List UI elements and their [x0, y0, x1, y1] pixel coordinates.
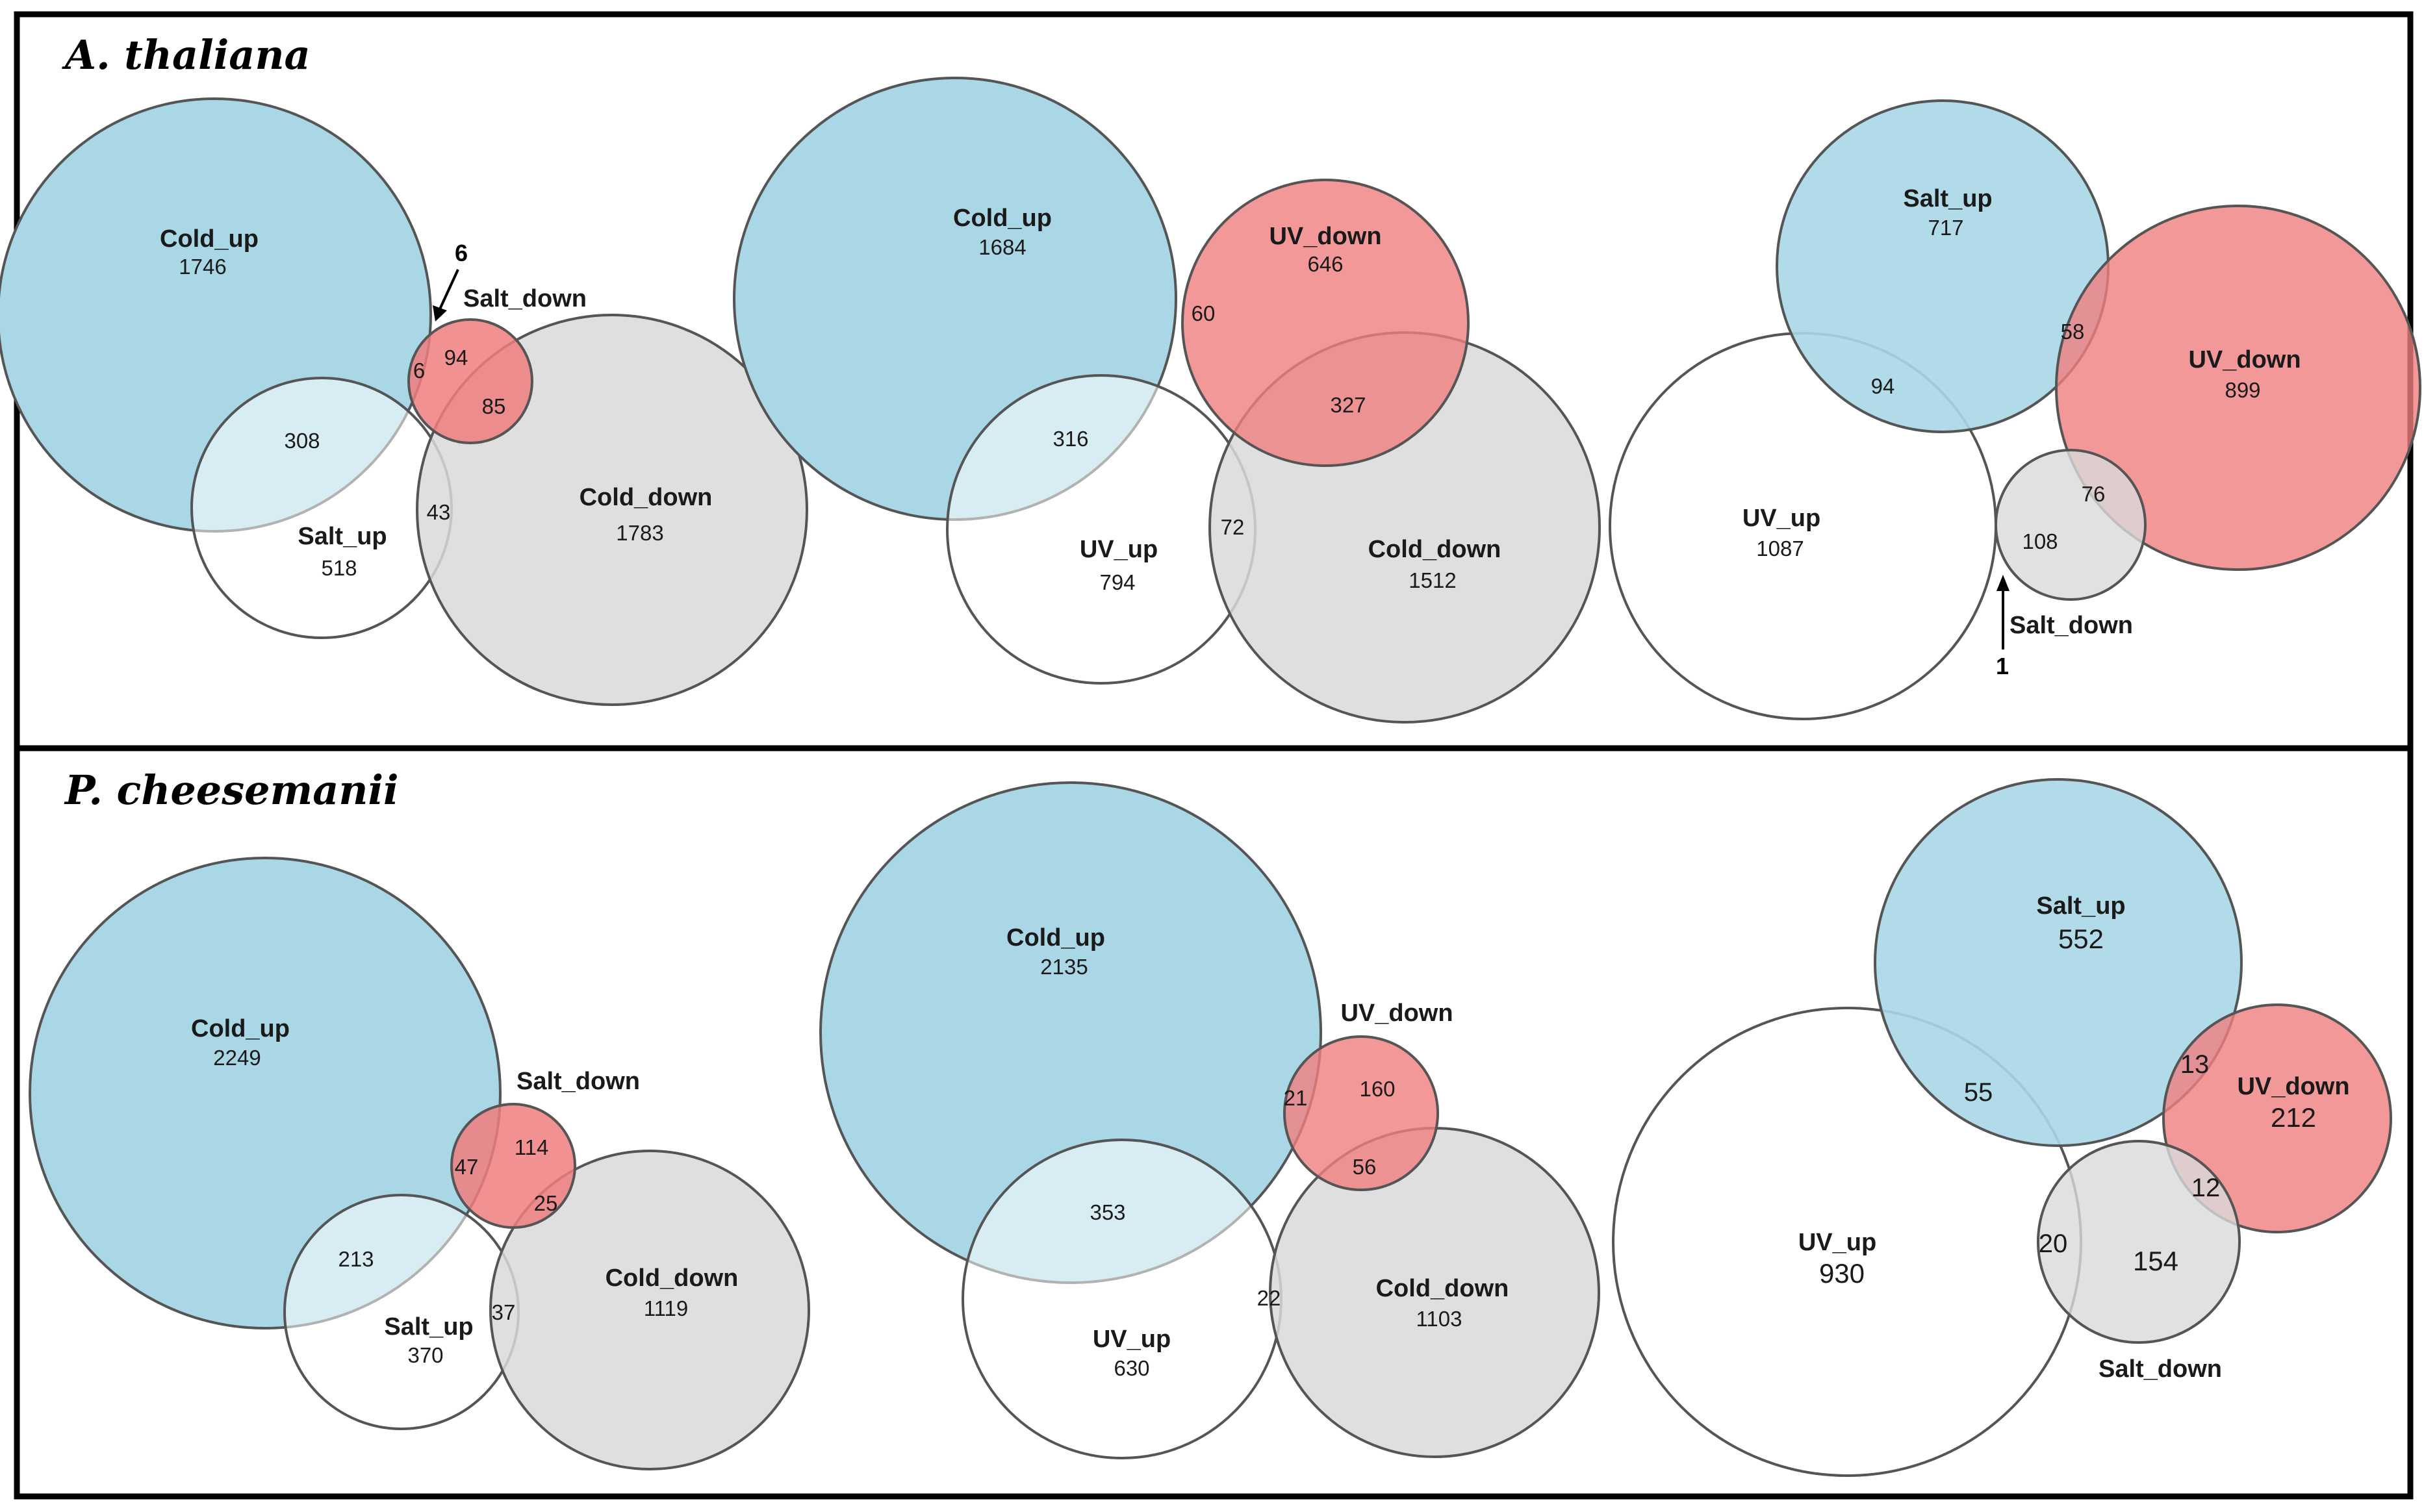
- circle-salt-down: [2037, 1140, 2241, 1344]
- label-uv-down: UV_down: [2188, 346, 2301, 373]
- label-uv-down: UV_down: [2237, 1073, 2349, 1100]
- label-cold-up: Cold_up: [953, 205, 1052, 232]
- overlap-cold-up-salt-up: 308: [284, 429, 320, 453]
- count-uv-up: 630: [1114, 1356, 1149, 1380]
- count-salt-up: 370: [407, 1343, 443, 1367]
- label-salt-down: Salt_down: [463, 285, 587, 312]
- label-salt-down: Salt_down: [517, 1068, 640, 1095]
- overlap-salt-down-cold-down: 85: [482, 394, 506, 418]
- overlap-salt-up-uv-up: 94: [1871, 374, 1895, 398]
- overlap-salt-up-uv-down: 58: [2061, 320, 2085, 344]
- count-salt-down: 94: [444, 346, 468, 370]
- overlap-salt-down-cold-down: 25: [534, 1191, 558, 1215]
- overlap-uv-up-salt-down: 20: [2039, 1229, 2068, 1258]
- venn-a-salt-uv: Salt_up 717 UV_down 899 UV_up 1087 Salt_…: [1609, 99, 2421, 720]
- annotation-arrow: [438, 269, 459, 311]
- venn-b-salt-uv: Salt_up 552 UV_down 212 UV_up 930 Salt_d…: [1612, 778, 2392, 1477]
- count-cold-up: 2249: [213, 1046, 261, 1070]
- species-title-a-thaliana: A. thaliana: [62, 31, 311, 79]
- circle-uv-down: [1181, 179, 1470, 467]
- label-cold-down: Cold_down: [606, 1265, 739, 1292]
- label-salt-up: Salt_up: [298, 523, 387, 550]
- count-salt-down: 154: [2133, 1246, 2178, 1276]
- count-cold-down: 1512: [1409, 568, 1456, 592]
- circle-salt-up: [283, 1194, 520, 1430]
- label-cold-up: Cold_up: [1006, 924, 1105, 951]
- overlap-uv-down-cold-down: 327: [1330, 393, 1366, 417]
- count-salt-down: 114: [515, 1135, 549, 1159]
- annotation-count: 1: [1996, 653, 2009, 679]
- circle-salt-down: [407, 318, 533, 444]
- count-uv-up: 930: [1819, 1258, 1865, 1289]
- label-uv-up: UV_up: [1080, 536, 1158, 563]
- overlap-salt-down-uv-down: 12: [2191, 1174, 2221, 1202]
- label-salt-up: Salt_up: [1903, 185, 1992, 212]
- overlap-cold-up-uv-down: 21: [1284, 1086, 1308, 1110]
- overlap-salt-up-uv-up: 55: [1964, 1078, 1993, 1107]
- count-cold-up: 1684: [978, 235, 1026, 259]
- circle-salt-down: [450, 1103, 576, 1229]
- label-uv-up: UV_up: [1742, 505, 1820, 532]
- count-cold-down: 1119: [644, 1296, 689, 1320]
- label-cold-down: Cold_down: [580, 484, 713, 511]
- label-salt-down: Salt_down: [2009, 612, 2133, 639]
- overlap-salt-up-cold-down: 43: [427, 500, 451, 524]
- overlap-salt-up-uv-down: 13: [2180, 1050, 2210, 1079]
- overlap-cold-up-uv-up: 353: [1090, 1200, 1125, 1224]
- count-cold-down: 1103: [1416, 1307, 1462, 1331]
- circle-uv-down: [2055, 205, 2421, 571]
- count-salt-down: 108: [2022, 529, 2058, 553]
- count-cold-down: 1783: [616, 521, 663, 545]
- count-uv-up: 794: [1099, 570, 1135, 594]
- label-salt-down: Salt_down: [2099, 1355, 2222, 1383]
- annotation-count: 6: [455, 240, 468, 266]
- count-uv-down: 160: [1359, 1077, 1395, 1101]
- count-cold-up: 2135: [1040, 955, 1088, 979]
- overlap-cold-up-salt-up: 213: [338, 1247, 374, 1271]
- overlap-uv-up-cold-down: 72: [1221, 515, 1245, 539]
- venn-b-cold-uv: Cold_up 2135 UV_down 160 UV_up 630 Cold_…: [819, 781, 1600, 1459]
- count-uv-down: 646: [1307, 252, 1343, 276]
- label-cold-up: Cold_up: [191, 1015, 290, 1042]
- circle-cold-down: [489, 1150, 810, 1470]
- overlap-salt-down-uv-down: 76: [2082, 482, 2106, 506]
- count-uv-down: 212: [2271, 1102, 2316, 1133]
- count-uv-up: 1087: [1756, 536, 1804, 561]
- species-title-p-cheesemanii: P. cheesemanii: [64, 766, 399, 814]
- circle-salt-up: [1874, 778, 2243, 1147]
- overlap-uv-down-cold-down: 56: [1353, 1155, 1377, 1179]
- label-uv-down: UV_down: [1269, 223, 1381, 250]
- label-salt-up: Salt_up: [2036, 892, 2125, 920]
- venn-b-cold-salt: Cold_up 2249 Salt_down 114 Salt_up 370 C…: [29, 857, 810, 1470]
- overlap-cold-up-salt-down: 47: [455, 1155, 479, 1179]
- label-salt-up: Salt_up: [384, 1313, 473, 1341]
- overlap-cold-up-salt-down: 6: [413, 359, 425, 383]
- overlap-salt-up-cold-down: 37: [492, 1300, 516, 1324]
- venn-a-cold-uv: Cold_up 1684 UV_down 646 UV_up 794 Cold_…: [733, 77, 1601, 724]
- annotation-arrow-head: [433, 305, 447, 321]
- label-cold-down: Cold_down: [1376, 1275, 1509, 1302]
- circle-uv-up: [962, 1139, 1282, 1459]
- annotation-arrow-head: [1997, 575, 2009, 591]
- count-salt-up: 518: [321, 556, 357, 580]
- overlap-cold-up-uv-down: 60: [1192, 301, 1216, 325]
- overlap-cold-up-uv-up: 316: [1053, 427, 1088, 451]
- panel-p-cheesemanii-border: [14, 745, 2414, 1500]
- count-salt-up: 552: [2058, 924, 2104, 954]
- venn-a-cold-salt: Cold_up 1746 Salt_down 94 Salt_up 518 Co…: [0, 97, 808, 706]
- label-uv-up: UV_up: [1798, 1229, 1876, 1256]
- overlap-uv-up-cold-down: 22: [1257, 1286, 1281, 1310]
- circle-uv-down: [2162, 1003, 2392, 1233]
- label-uv-down: UV_down: [1340, 1000, 1453, 1027]
- label-cold-down: Cold_down: [1368, 536, 1501, 563]
- circle-uv-down: [1283, 1035, 1439, 1191]
- label-cold-up: Cold_up: [160, 225, 259, 253]
- count-uv-down: 899: [2225, 378, 2260, 402]
- count-salt-up: 717: [1928, 216, 1963, 240]
- count-cold-up: 1746: [179, 255, 226, 279]
- circle-salt-up: [190, 377, 453, 639]
- circle-salt-down: [1995, 449, 2147, 601]
- label-uv-up: UV_up: [1093, 1326, 1171, 1353]
